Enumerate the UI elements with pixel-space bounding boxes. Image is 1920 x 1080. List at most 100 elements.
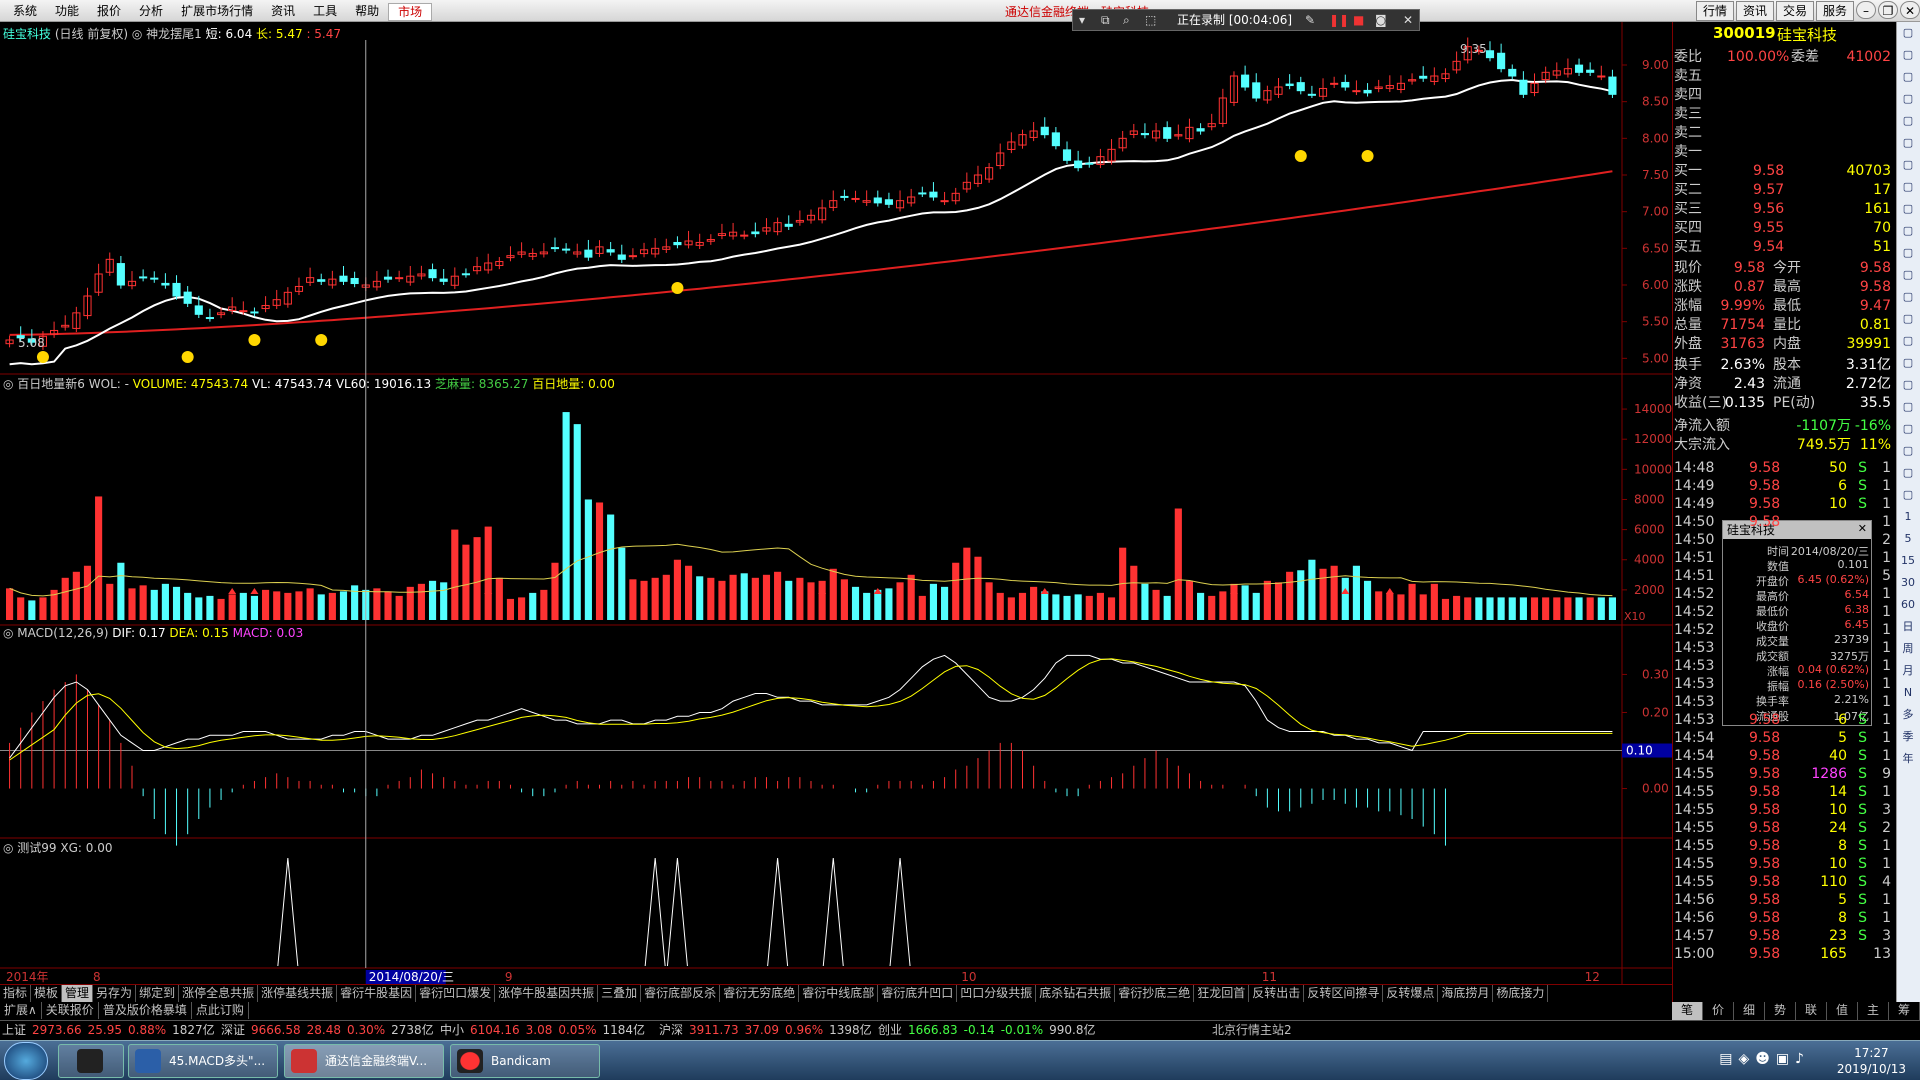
extension-tab[interactable]: 普及版价格暴填 xyxy=(99,1002,192,1019)
indicator-tab[interactable]: 绑定到 xyxy=(136,985,180,1002)
toolbar-icon[interactable]: ▢ xyxy=(1902,290,1914,303)
panel-tab[interactable]: 筹 xyxy=(1889,1002,1920,1020)
close-icon[interactable]: ✕ xyxy=(1900,1,1920,19)
period-button[interactable]: 多 xyxy=(1902,708,1914,721)
panel-tab[interactable]: 笔 xyxy=(1672,1002,1703,1020)
dropdown-icon[interactable]: ▾ xyxy=(1079,13,1086,27)
toolbar-icon[interactable]: ▢ xyxy=(1902,444,1914,457)
index-quote[interactable]: 沪深 3911.73 37.09 0.96% 1398亿 xyxy=(659,1021,878,1040)
indicator-tab[interactable]: 指标 xyxy=(0,985,32,1002)
volume-settings-icon[interactable]: ◎ xyxy=(3,377,18,391)
period-button[interactable]: 日 xyxy=(1902,620,1914,633)
indicator-tab[interactable]: 睿衍底部反杀 xyxy=(641,985,721,1002)
top-button-info[interactable]: 资讯 xyxy=(1735,1,1774,21)
settings-dot-icon[interactable]: ◎ xyxy=(131,27,147,41)
test-indicator-name[interactable]: 测试99 xyxy=(17,841,57,855)
panel-tab[interactable]: 联 xyxy=(1796,1002,1827,1020)
chart-area[interactable]: 9.00 8.50 8.00 7.50 7.00 6.50 6.00 5.50 5.00 1400… xyxy=(0,22,1672,1005)
indicator-tab[interactable]: 凹口分级共振 xyxy=(957,985,1037,1002)
toolbar-icon[interactable]: ▢ xyxy=(1902,224,1914,237)
menu-analysis[interactable]: 分析 xyxy=(139,4,164,18)
toolbar-icon[interactable]: ▢ xyxy=(1902,92,1914,105)
period-button[interactable]: 1 xyxy=(1904,510,1912,523)
toolbar-icon[interactable]: ▢ xyxy=(1902,26,1914,39)
toolbar-icon[interactable]: ▢ xyxy=(1902,48,1914,61)
period-button[interactable]: 月 xyxy=(1902,664,1914,677)
period-button[interactable]: 年 xyxy=(1902,752,1914,765)
toolbar-icon[interactable]: ▢ xyxy=(1902,466,1914,479)
tooltip-close-icon[interactable]: ✕ xyxy=(1857,522,1867,535)
period-button[interactable]: 15 xyxy=(1901,554,1915,567)
period-button[interactable]: 30 xyxy=(1901,576,1915,589)
top-button-service[interactable]: 服务 xyxy=(1815,1,1854,21)
period-button[interactable]: 周 xyxy=(1902,642,1914,655)
taskbar-item-bandicam[interactable]: Bandicam xyxy=(450,1044,600,1078)
indicator-tab[interactable]: 杨底接力 xyxy=(1493,985,1549,1002)
taskbar-app-icon[interactable] xyxy=(58,1044,124,1078)
top-button-market[interactable]: 行情 xyxy=(1695,1,1734,21)
period-button[interactable]: N xyxy=(1903,686,1913,699)
start-button[interactable] xyxy=(4,1042,48,1080)
stop-icon[interactable]: ■ xyxy=(1353,13,1365,27)
panel-tab[interactable]: 势 xyxy=(1765,1002,1796,1020)
indicator-tab[interactable]: 反转出击 xyxy=(1249,985,1305,1002)
recorder-close-icon[interactable]: ✕ xyxy=(1403,13,1414,27)
indicator-tab[interactable]: 睿衍牛股基因 xyxy=(337,985,417,1002)
menu-function[interactable]: 功能 xyxy=(55,4,80,18)
chart-canvas[interactable]: 9.00 8.50 8.00 7.50 7.00 6.50 6.00 5.50 5.00 1400… xyxy=(0,22,1672,984)
indicator-tab[interactable]: 涨停基线共振 xyxy=(258,985,338,1002)
indicator-tab[interactable]: 模板 xyxy=(31,985,63,1002)
indicator-tab[interactable]: 睿衍中线底部 xyxy=(799,985,879,1002)
toolbar-icon[interactable]: ▢ xyxy=(1902,180,1914,193)
indicator-tab[interactable]: 涨停牛股基因共振 xyxy=(495,985,599,1002)
indicator-tab[interactable]: 涨停全息共振 xyxy=(179,985,259,1002)
panel-tab[interactable]: 值 xyxy=(1827,1002,1858,1020)
taskbar-item-tdx[interactable]: 通达信金融终端V... xyxy=(284,1044,444,1078)
toolbar-icon[interactable]: ▢ xyxy=(1902,356,1914,369)
toolbar-icon[interactable]: ▢ xyxy=(1902,202,1914,215)
toolbar-icon[interactable]: ▢ xyxy=(1902,158,1914,171)
indicator-tab[interactable]: 狂龙回首 xyxy=(1194,985,1250,1002)
extension-tab[interactable]: 扩展∧ xyxy=(0,1002,42,1019)
extension-tab[interactable]: 关联报价 xyxy=(42,1002,99,1019)
indicator-tab[interactable]: 海底捞月 xyxy=(1438,985,1494,1002)
toolbar-icon[interactable]: ▢ xyxy=(1902,422,1914,435)
tray-icons[interactable]: ▤◈☻▣♪ xyxy=(1719,1051,1810,1067)
volume-indicator-name[interactable]: 百日地量新6 xyxy=(17,377,85,391)
macd-settings-icon[interactable]: ◎ xyxy=(3,626,18,640)
period-button[interactable]: 季 xyxy=(1902,730,1914,743)
panel-tab[interactable]: 价 xyxy=(1703,1002,1734,1020)
menu-system[interactable]: 系统 xyxy=(13,4,38,18)
search-icon[interactable]: ⌕ xyxy=(1123,13,1130,27)
indicator-tab[interactable]: 反转区间擦寻 xyxy=(1304,985,1384,1002)
menu-market[interactable]: 市场 xyxy=(388,3,433,21)
toolbar-icon[interactable]: ▢ xyxy=(1902,334,1914,347)
camera-icon[interactable]: ◙ xyxy=(1375,13,1387,27)
toolbar-icon[interactable]: ▢ xyxy=(1902,268,1914,281)
indicator-tab[interactable]: 睿衍凹口爆发 xyxy=(416,985,496,1002)
toolbar-icon[interactable]: ▢ xyxy=(1902,378,1914,391)
menu-help[interactable]: 帮助 xyxy=(355,4,380,18)
panel-tab[interactable]: 主 xyxy=(1858,1002,1889,1020)
pen-icon[interactable]: ✎ xyxy=(1305,13,1316,27)
index-quote[interactable]: 创业 1666.83 -0.14 -0.01% 990.8亿 xyxy=(878,1021,1102,1040)
index-quote[interactable]: 上证 2973.66 25.95 0.88% 1827亿 xyxy=(2,1021,221,1040)
restore-icon[interactable]: ❐ xyxy=(1878,1,1898,19)
menu-tools[interactable]: 工具 xyxy=(313,4,338,18)
indicator-tab[interactable]: 睿衍无穷底绝 xyxy=(720,985,800,1002)
toolbar-icon[interactable]: ▢ xyxy=(1902,312,1914,325)
menu-info[interactable]: 资讯 xyxy=(271,4,296,18)
index-quote[interactable]: 深证 9666.58 28.48 0.30% 2738亿 xyxy=(221,1021,440,1040)
menu-quote[interactable]: 报价 xyxy=(97,4,122,18)
pause-icon[interactable]: ❚❚ xyxy=(1329,13,1350,27)
toolbar-icon[interactable]: ▢ xyxy=(1902,246,1914,259)
extension-tab[interactable]: 点此订购 xyxy=(192,1002,249,1019)
toolbar-icon[interactable]: ▢ xyxy=(1902,114,1914,127)
minimize-icon[interactable]: – xyxy=(1856,1,1876,19)
top-button-trade[interactable]: 交易 xyxy=(1775,1,1814,21)
clock[interactable]: 17:27 2019/10/13 xyxy=(1837,1045,1906,1077)
window-icon[interactable]: ⧉ xyxy=(1101,13,1110,27)
index-quote[interactable]: 中小 6104.16 3.08 0.05% 1184亿 xyxy=(440,1021,651,1040)
indicator-name[interactable]: 神龙摆尾1 xyxy=(146,27,202,41)
panel-tab[interactable]: 细 xyxy=(1734,1002,1765,1020)
